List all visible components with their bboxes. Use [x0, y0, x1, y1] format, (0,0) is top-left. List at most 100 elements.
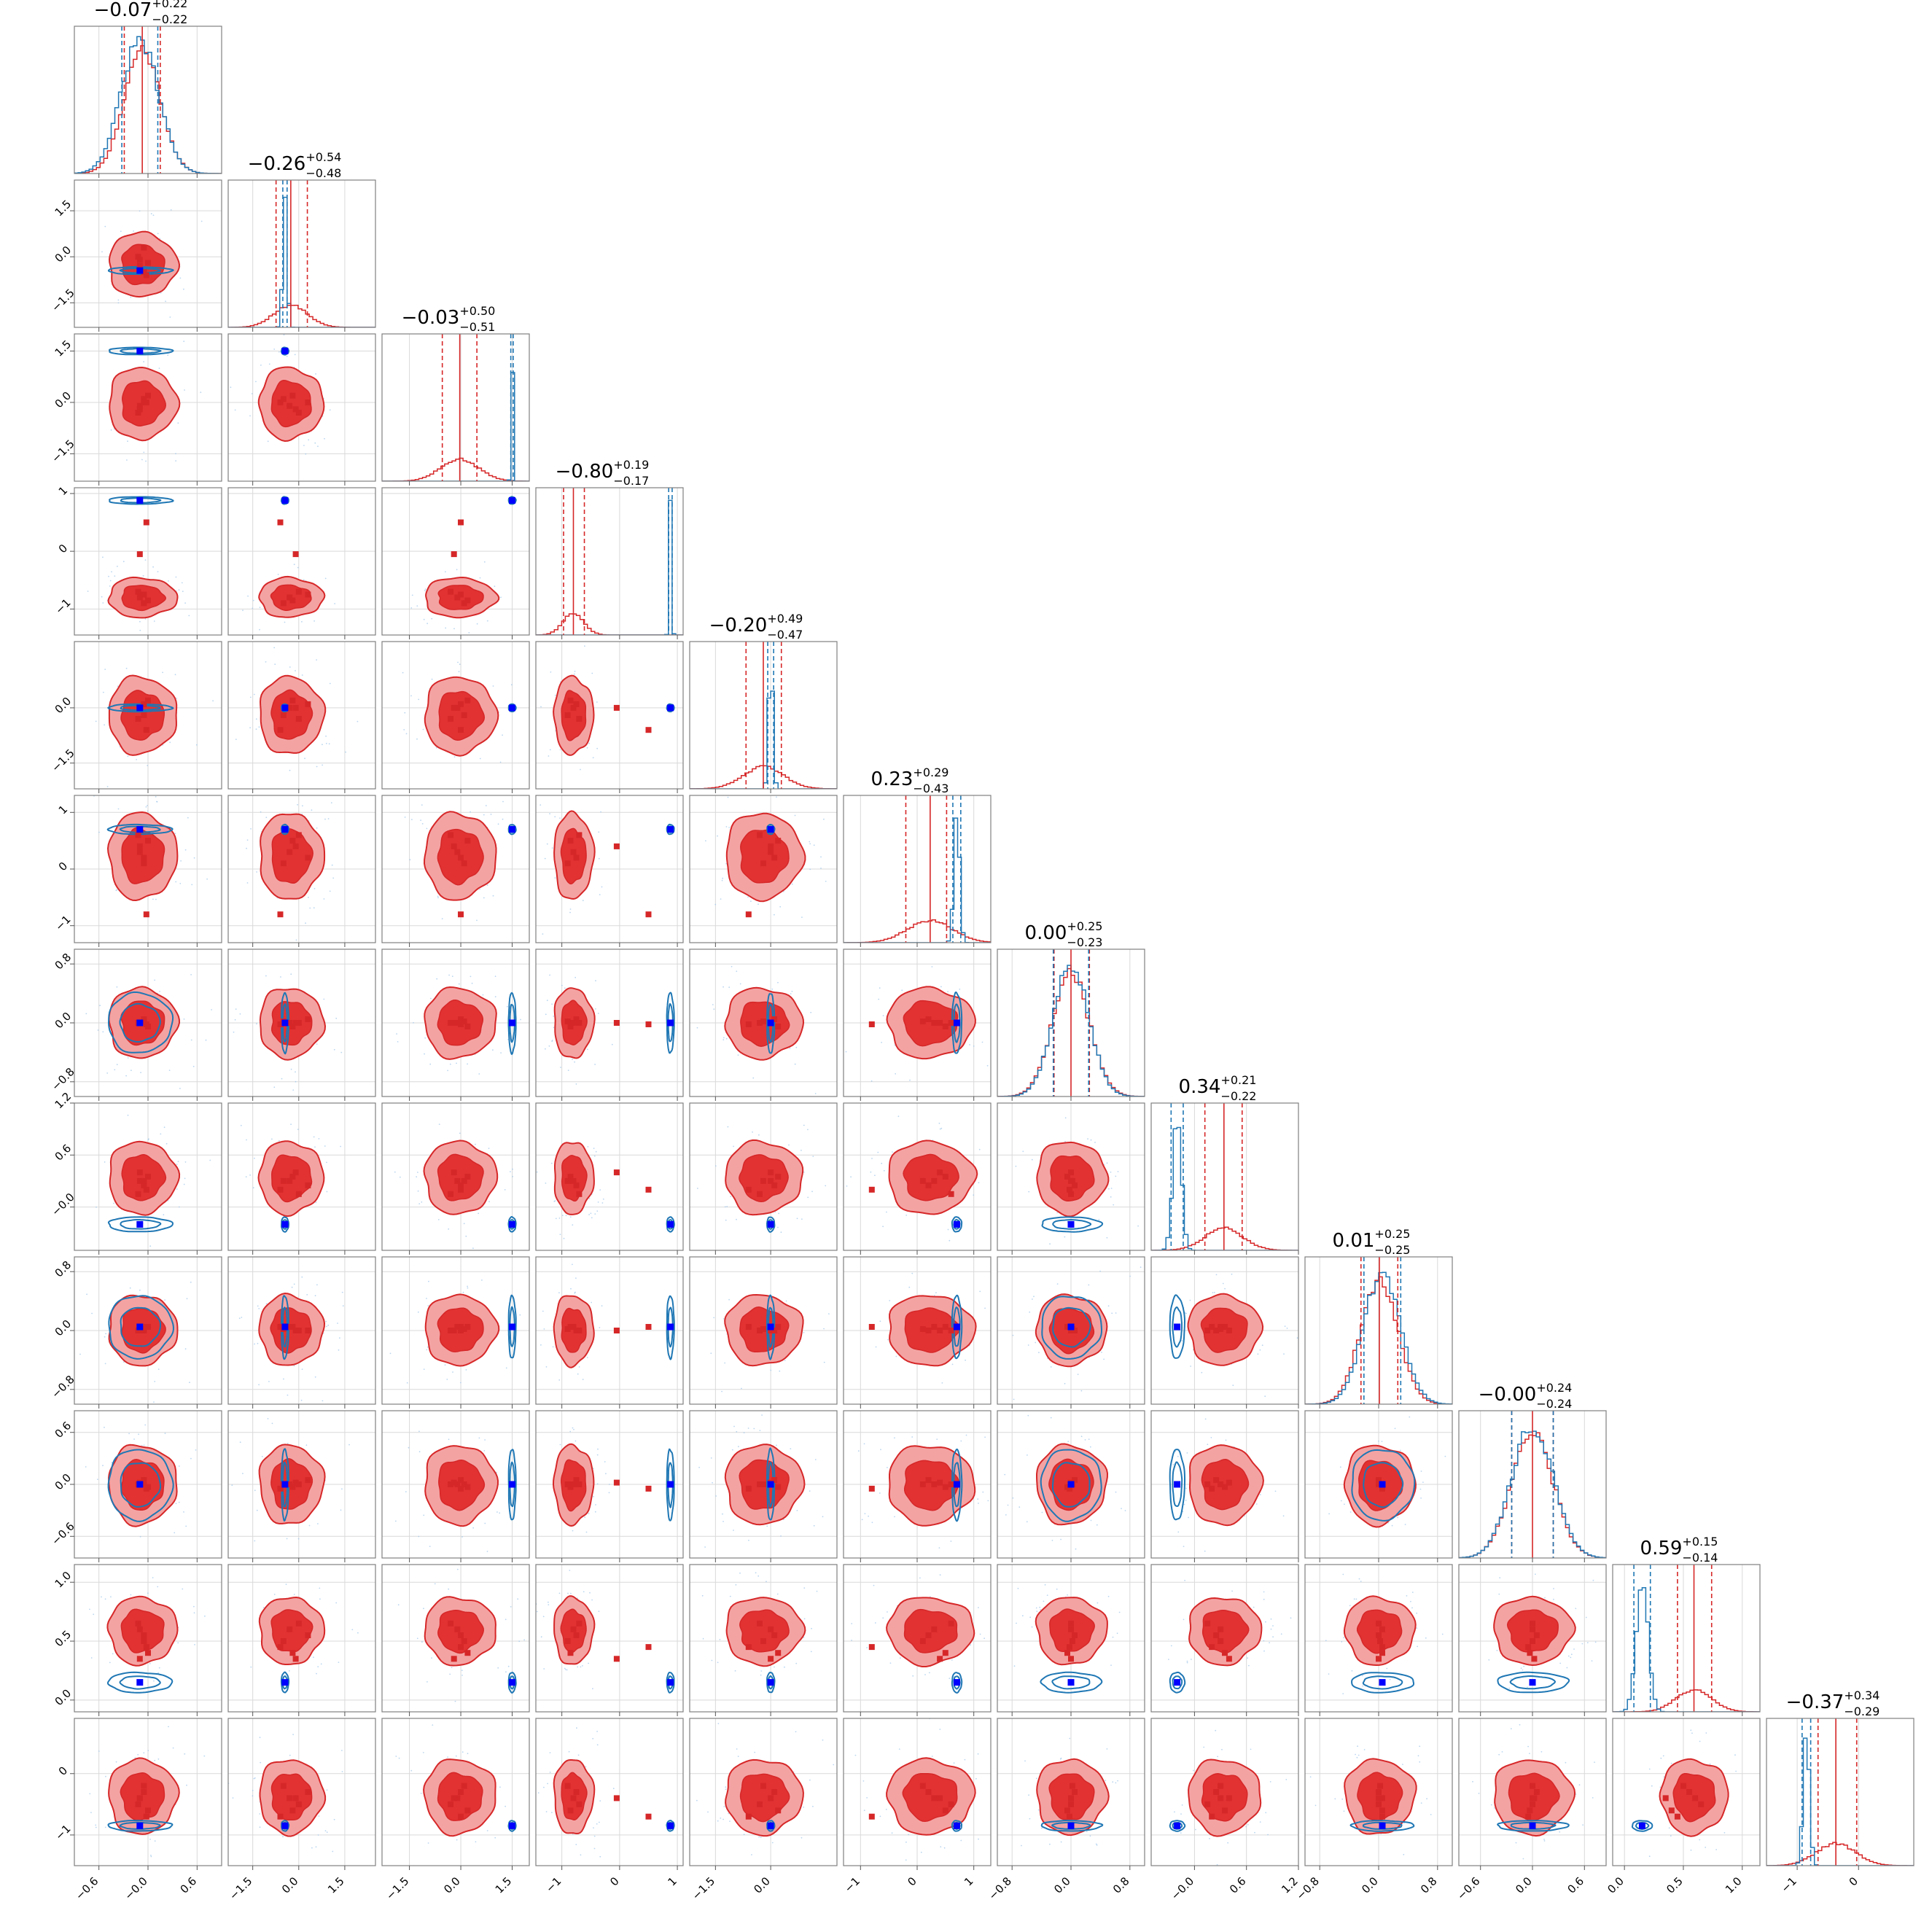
marker-red: [1213, 1477, 1220, 1484]
y-tick-label: 0: [56, 542, 70, 556]
scatter-dot: [892, 1151, 893, 1153]
scatter-dot: [235, 739, 237, 740]
scatter-dot: [776, 1593, 779, 1595]
scatter-dot: [580, 768, 581, 771]
scatter-dot: [175, 1503, 177, 1505]
marker-red: [745, 1021, 752, 1027]
marker-red: [458, 1644, 464, 1651]
scatter-dot: [611, 1043, 613, 1045]
marker-red: [141, 591, 147, 598]
scatter-dot: [410, 607, 413, 609]
scatter-dot: [771, 988, 774, 990]
contour-panel-5-2: [227, 641, 376, 793]
scatter-dot: [737, 1054, 739, 1056]
contour-panel-4-1: [70, 487, 222, 639]
scatter-dot: [436, 978, 438, 980]
scatter-dot: [168, 1070, 171, 1071]
marker-red: [760, 1018, 766, 1024]
scatter-dot: [301, 1276, 303, 1278]
marker-red: [1222, 1484, 1228, 1490]
scatter-dot: [722, 1521, 724, 1522]
panel-frame: [535, 1410, 684, 1559]
scatter-dot: [295, 1071, 296, 1073]
marker-red: [1068, 1169, 1074, 1176]
panel-frame: [227, 1410, 376, 1559]
histogram-panel-10: [1458, 1410, 1607, 1562]
contour-blue-inner: [120, 1219, 162, 1230]
scatter-dot: [193, 857, 195, 859]
scatter-dot: [426, 1346, 429, 1348]
scatter-dot: [1391, 1524, 1393, 1527]
panel-content: [690, 642, 837, 789]
scatter-dot: [1585, 1616, 1587, 1619]
contour-panel-10-1: [47, 1410, 222, 1562]
scatter-dot: [973, 1194, 975, 1196]
scatter-dot: [704, 1546, 706, 1548]
scatter-dot: [304, 757, 305, 760]
scatter-dot: [329, 890, 331, 892]
marker-red: [454, 849, 461, 855]
scatter-dot: [267, 440, 269, 443]
marker-red: [135, 410, 141, 416]
scatter-dot: [47, 1468, 49, 1469]
scatter-dot: [543, 1328, 545, 1330]
marker-red: [287, 594, 293, 601]
scatter-dot: [476, 623, 478, 625]
scatter-dot: [1210, 1437, 1212, 1438]
scatter-dot: [724, 1206, 726, 1208]
scatter-dot: [811, 1191, 813, 1193]
scatter-dot: [448, 1438, 450, 1441]
scatter-dot: [178, 1501, 180, 1503]
contour-blue-inner: [1363, 1462, 1404, 1508]
contour-blue-outer: [108, 346, 174, 356]
scatter-dot: [309, 907, 311, 909]
histogram-blue: [74, 36, 222, 174]
scatter-dot: [437, 895, 439, 897]
contour-panel-8-3: [381, 1102, 530, 1255]
scatter-dot: [440, 628, 441, 630]
scatter-dot: [461, 1670, 463, 1672]
scatter-dot: [496, 1511, 498, 1513]
panel-frame: [381, 795, 530, 943]
scatter-dot: [165, 300, 167, 303]
scatter-dot: [569, 1430, 572, 1433]
scatter-dot: [1089, 1446, 1091, 1448]
scatter-dot: [406, 1382, 408, 1384]
marker-red: [768, 849, 774, 855]
scatter-dot: [752, 1077, 755, 1079]
scatter-dot: [110, 1596, 112, 1598]
scatter-dot: [588, 1513, 590, 1515]
scatter-dot: [1013, 1670, 1015, 1671]
marker-red: [868, 1485, 875, 1492]
contour-panel-9-5: [689, 1256, 838, 1409]
scatter-dot: [875, 1346, 877, 1348]
scatter-dot: [782, 891, 784, 892]
scatter-dot: [117, 808, 120, 810]
marker-red: [919, 1638, 926, 1644]
histogram-blue: [382, 372, 529, 481]
contour-red-inner: [739, 1609, 790, 1653]
scatter-dot: [318, 1138, 320, 1140]
scatter-dot: [465, 1235, 467, 1237]
scatter-dot: [947, 991, 949, 992]
marker-red: [287, 1177, 293, 1184]
scatter-dot: [144, 1424, 147, 1426]
marker-red: [287, 1020, 293, 1026]
scatter-dot: [492, 685, 494, 687]
scatter-dot: [512, 1175, 513, 1177]
title-value: 0.59: [1640, 1538, 1683, 1559]
histogram-red: [1151, 1226, 1298, 1250]
scatter-dot: [1084, 1439, 1086, 1441]
scatter-dot: [722, 1039, 725, 1040]
marker-red: [280, 1177, 287, 1184]
panel-content: [382, 334, 529, 481]
scatter-dot: [397, 1604, 400, 1606]
scatter-dot: [780, 1231, 782, 1234]
scatter-dot: [1115, 1491, 1117, 1493]
marker-red: [942, 1324, 949, 1330]
scatter-dot: [475, 1143, 476, 1145]
contour-panel-10-2: [227, 1410, 376, 1562]
scatter-dot: [424, 1037, 426, 1039]
scatter-dot: [1101, 1351, 1102, 1353]
scatter-dot: [595, 980, 596, 982]
